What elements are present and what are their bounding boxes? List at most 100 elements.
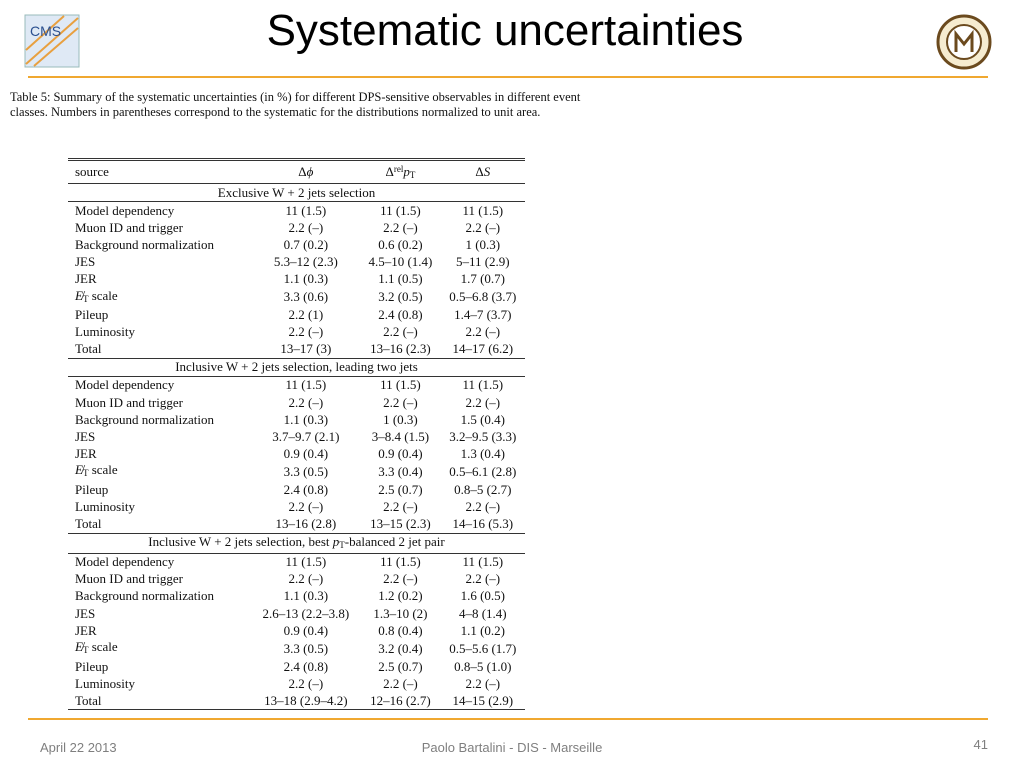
table-row: JES 3.7–9.7 (2.1) 3–8.4 (1.5) 3.2–9.5 (3.3) — [68, 428, 525, 445]
table-row: Total 13–18 (2.9–4.2) 12–16 (2.7) 14–15 (2.… — [68, 692, 525, 710]
source-cell: Model dependency — [75, 554, 175, 570]
text-part: p — [332, 533, 340, 549]
section-title: Exclusive W + 2 jets selection — [68, 182, 525, 203]
source-cell: Model dependency — [75, 377, 175, 393]
source-cell: Muon ID and trigger — [75, 219, 183, 235]
table-row: Muon ID and trigger 2.2 (–) 2.2 (–) 2.2 (–) — [68, 571, 525, 588]
table-row: Model dependency 11 (1.5) 11 (1.5) 11 (1.5) — [68, 202, 525, 220]
value-cell: 0.6 (0.2) — [378, 236, 423, 252]
value-cell: 11 (1.5) — [380, 377, 421, 393]
table-row: Luminosity 2.2 (–) 2.2 (–) 2.2 (–) — [68, 499, 525, 516]
source-cell: Model dependency — [75, 202, 175, 218]
table-row: Luminosity 2.2 (–) 2.2 (–) 2.2 (–) — [68, 675, 525, 692]
text-part: E̸ — [75, 462, 83, 478]
value-cell: 12–16 (2.7) — [370, 692, 431, 708]
source-cell: Background normalization — [75, 411, 214, 427]
value-cell: 3.3 (0.6) — [283, 289, 329, 305]
value-cell: 2.2 (–) — [465, 571, 501, 587]
cms-logo: CMS — [24, 14, 80, 68]
value-cell: 11 (1.5) — [380, 554, 421, 570]
value-cell: 3.2 (0.5) — [378, 289, 423, 305]
source-cell: Total — [75, 341, 102, 357]
value-cell: 13–18 (2.9–4.2) — [264, 692, 348, 708]
value-cell: 2.2 (–) — [288, 219, 324, 235]
value-cell: 14–16 (5.3) — [452, 516, 514, 532]
table-row: Total 13–17 (3) 13–16 (2.3) 14–17 (6.2) — [68, 341, 525, 359]
value-cell: 1.7 (0.7) — [460, 271, 505, 287]
table-row: Background normalization 1.1 (0.3) 1 (0.3)… — [68, 411, 525, 428]
column-header: source — [68, 159, 252, 184]
source-cell: E̸T scale — [68, 462, 251, 481]
logo-text: CMS — [30, 23, 61, 39]
value-cell: 1.1 (0.5) — [378, 271, 423, 287]
text-part: T — [339, 539, 345, 550]
column-header: Δϕ — [251, 159, 361, 184]
value-cell: 13–16 (2.8) — [275, 516, 337, 532]
table-row: Muon ID and trigger 2.2 (–) 2.2 (–) 2.2 (–) — [68, 394, 525, 411]
value-cell: 3.7–9.7 (2.1) — [272, 428, 340, 444]
value-cell: 3–8.4 (1.5) — [371, 428, 430, 444]
text-part: T — [82, 293, 89, 304]
source-cell: Background normalization — [75, 588, 214, 604]
table-row: Total 13–16 (2.8) 13–15 (2.3) 14–16 (5.3) — [68, 516, 525, 534]
text-part: T — [82, 645, 89, 656]
value-cell: 4.5–10 (1.4) — [368, 253, 433, 269]
uncertainty-table: source Δϕ ΔrelpT ΔS Exclusive W + 2 jets sel… — [68, 158, 525, 711]
text-part: Δ — [475, 164, 484, 179]
value-cell: 0.5–6.8 (3.7) — [449, 289, 517, 305]
seal-mark — [954, 29, 974, 52]
text-part: ϕ — [306, 164, 314, 179]
value-cell: 5.3–12 (2.3) — [273, 253, 338, 269]
table-row: JER 1.1 (0.3) 1.1 (0.5) 1.7 (0.7) — [68, 270, 525, 287]
value-cell: 13–17 (3) — [280, 341, 332, 357]
source-cell: Pileup — [75, 481, 109, 497]
value-cell: 1.6 (0.5) — [460, 588, 505, 604]
footer-date: April 22 2013 — [40, 740, 117, 755]
table-row: Pileup 2.4 (0.8) 2.5 (0.7) 0.8–5 (2.7) — [68, 481, 525, 498]
value-cell: 2.2 (–) — [288, 324, 324, 340]
column-header: ΔS — [440, 159, 525, 184]
value-cell: 4–8 (1.4) — [458, 605, 507, 621]
source-cell: E̸T scale — [68, 288, 251, 307]
value-cell: 1.3–10 (2) — [373, 605, 428, 621]
value-cell: 11 (1.5) — [380, 202, 421, 218]
source-cell: Pileup — [75, 658, 109, 674]
value-cell: 2.2 (–) — [383, 394, 418, 410]
text-part: -balanced 2 jet pair — [344, 533, 445, 549]
value-cell: 0.8 (0.4) — [378, 622, 423, 638]
value-cell: 1.1 (0.2) — [460, 622, 505, 638]
value-cell: 0.5–6.1 (2.8) — [449, 463, 517, 479]
source-cell: Total — [75, 516, 102, 532]
value-cell: 1.5 (0.4) — [460, 411, 505, 427]
value-cell: 2.4 (0.8) — [283, 481, 329, 497]
text-part: rel — [393, 164, 404, 174]
text-part: E̸ — [75, 639, 83, 655]
value-cell: 5–11 (2.9) — [455, 253, 510, 269]
value-cell: 13–16 (2.3) — [370, 341, 431, 357]
value-cell: 0.9 (0.4) — [283, 445, 329, 461]
value-cell: 2.2 (–) — [288, 394, 324, 410]
text-part: scale — [88, 287, 118, 303]
source-cell: JER — [75, 271, 97, 287]
table-row: E̸T scale 3.3 (0.6) 3.2 (0.5) 0.5–6.8 (3.7) — [68, 288, 525, 307]
table-caption: Table 5: Summary of the systematic uncer… — [10, 90, 581, 119]
source-cell: Luminosity — [75, 499, 135, 515]
value-cell: 2.2 (–) — [383, 675, 418, 691]
value-cell: 3.3 (0.5) — [283, 640, 329, 656]
value-cell: 3.2–9.5 (3.3) — [449, 428, 517, 444]
table-row: Luminosity 2.2 (–) 2.2 (–) 2.2 (–) — [68, 324, 525, 341]
source-cell: Pileup — [75, 307, 109, 323]
value-cell: 11 (1.5) — [285, 554, 327, 570]
value-cell: 0.8–5 (1.0) — [454, 658, 512, 674]
value-cell: 2.2 (1) — [288, 307, 324, 323]
value-cell: 2.6–13 (2.2–3.8) — [262, 605, 350, 621]
table-row: Background normalization 0.7 (0.2) 0.6 (0.… — [68, 236, 525, 253]
value-cell: 11 (1.5) — [462, 377, 504, 393]
value-cell: 11 (1.5) — [462, 554, 504, 570]
value-cell: 2.2 (–) — [288, 499, 324, 515]
table-row: JES 5.3–12 (2.3) 4.5–10 (1.4) 5–11 (2.9) — [68, 253, 525, 270]
value-cell: 2.2 (–) — [465, 499, 501, 515]
footer-author: Paolo Bartalini - DIS - Marseille — [421, 740, 603, 755]
value-cell: 1.4–7 (3.7) — [454, 307, 512, 323]
